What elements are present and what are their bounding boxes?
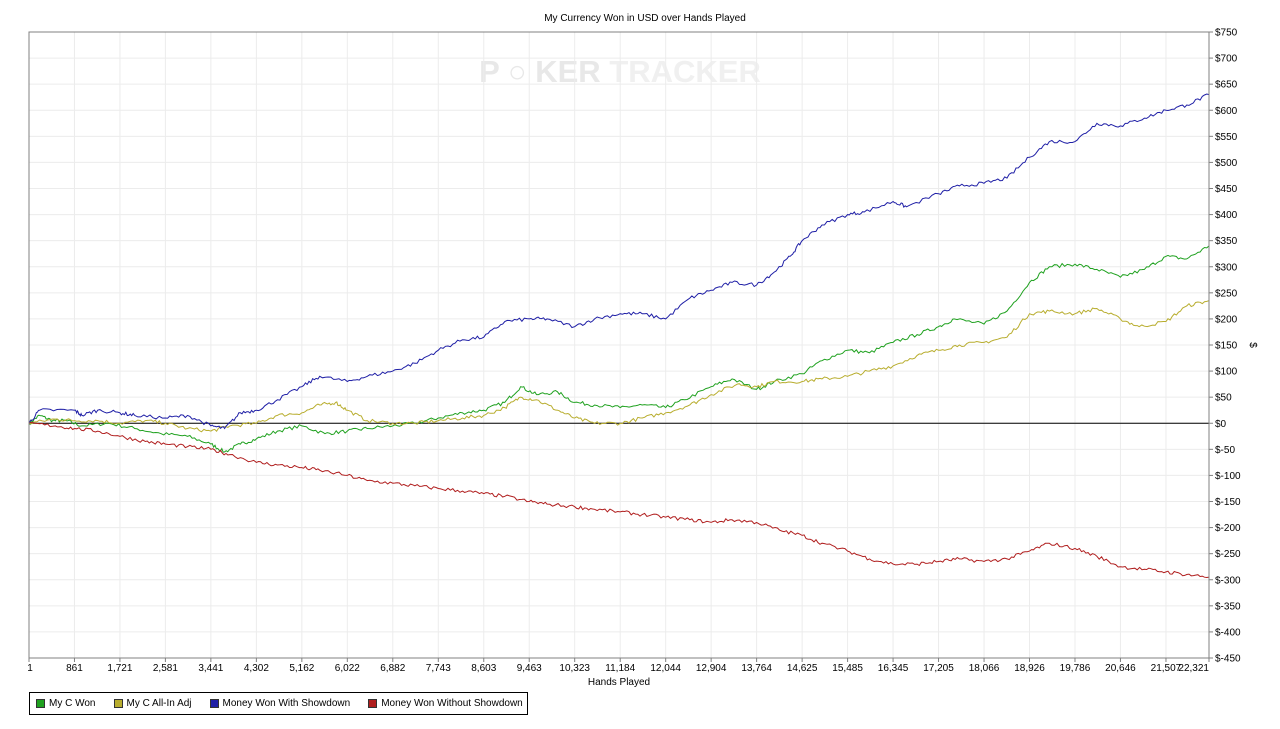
x-tick-label: 10,323: [559, 663, 590, 674]
y-tick-label: $100: [1215, 367, 1238, 378]
legend-label: Money Won With Showdown: [222, 698, 351, 709]
watermark-tracker: TRACKER: [609, 54, 761, 89]
y-tick-label: $50: [1215, 393, 1232, 404]
y-tick-label: $700: [1215, 54, 1238, 65]
y-tick-label: $600: [1215, 106, 1238, 117]
y-tick-label: $-150: [1215, 497, 1241, 508]
x-tick-label: 7,743: [426, 663, 451, 674]
x-tick-label: 1,721: [107, 663, 132, 674]
x-tick-label: 19,786: [1060, 663, 1091, 674]
y-tick-label: $500: [1215, 158, 1238, 169]
y-tick-label: $300: [1215, 262, 1238, 273]
x-tick-label: 14,625: [787, 663, 818, 674]
series-line-1: [28, 245, 1210, 453]
legend-swatch: [368, 699, 378, 708]
x-tick-label: 22,321: [1178, 663, 1209, 674]
x-tick-label: 15,485: [832, 663, 863, 674]
y-tick-label: $200: [1215, 314, 1238, 325]
y-tick-label: $350: [1215, 236, 1238, 247]
y-tick-label: $-400: [1215, 627, 1241, 638]
y-tick-label: $650: [1215, 80, 1238, 91]
y-tick-label: $150: [1215, 341, 1238, 352]
y-tick-label: $-350: [1215, 601, 1241, 612]
legend-swatch: [113, 699, 123, 708]
legend-label: My C All-In Adj: [126, 698, 192, 709]
series-line-4: [28, 421, 1210, 579]
y-axis-ticks: $750 $700 $650 $600 $550 $500 $450 $400 $350 $300…: [1209, 28, 1241, 665]
legend-item-3: Money Won With Showdown: [209, 698, 351, 709]
x-tick-label: 6,022: [335, 663, 360, 674]
x-tick-label: 1: [27, 663, 33, 674]
x-tick-label: 2,581: [153, 663, 178, 674]
y-axis-label: $: [1247, 342, 1258, 348]
legend-item-2: My C All-In Adj: [113, 698, 192, 709]
x-tick-label: 8,603: [471, 663, 496, 674]
y-tick-label: $450: [1215, 184, 1238, 195]
watermark-text: P ○ KER TRACKER: [479, 54, 761, 89]
x-axis-ticks: 1 861 1,721 2,581 3,441 4,302 5,162 6,022 6,882 7…: [27, 658, 1210, 674]
series-line-3: [28, 93, 1210, 430]
legend-label: My C Won: [49, 698, 96, 709]
series-lines: [28, 93, 1210, 579]
y-tick-label: $-200: [1215, 523, 1241, 534]
y-tick-label: $0: [1215, 419, 1227, 430]
x-tick-label: 861: [66, 663, 83, 674]
legend-swatch: [36, 699, 45, 708]
x-tick-label: 18,926: [1014, 663, 1045, 674]
x-tick-label: 5,162: [289, 663, 314, 674]
legend-swatch: [209, 699, 219, 708]
x-tick-label: 4,302: [244, 663, 269, 674]
y-tick-label: $750: [1215, 28, 1238, 39]
x-tick-label: 18,066: [969, 663, 1000, 674]
x-tick-label: 3,441: [198, 663, 223, 674]
x-tick-label: 20,646: [1105, 663, 1136, 674]
x-tick-label: 16,345: [878, 663, 909, 674]
watermark-chip: ○: [508, 54, 527, 89]
y-tick-label: $-100: [1215, 471, 1241, 482]
y-tick-label: $250: [1215, 288, 1238, 299]
series-line-2: [28, 300, 1210, 433]
grid: [28, 31, 1210, 659]
x-axis-label: Hands Played: [588, 677, 650, 688]
legend-label: Money Won Without Showdown: [381, 698, 523, 709]
x-tick-label: 12,904: [696, 663, 727, 674]
y-tick-label: $-450: [1215, 654, 1241, 665]
y-tick-label: $-50: [1215, 445, 1235, 456]
watermark-ker: KER: [535, 54, 600, 89]
y-tick-label: $-250: [1215, 549, 1241, 560]
x-tick-label: 6,882: [380, 663, 405, 674]
legend-item-1: My C Won: [36, 698, 96, 709]
y-tick-label: $550: [1215, 132, 1238, 143]
x-tick-label: 11,184: [605, 663, 635, 674]
x-tick-label: 12,044: [650, 663, 681, 674]
y-tick-label: $-300: [1215, 575, 1241, 586]
x-tick-label: 9,463: [517, 663, 542, 674]
x-tick-label: 17,205: [923, 663, 954, 674]
x-tick-label: 13,764: [741, 663, 772, 674]
chart-title: My Currency Won in USD over Hands Played: [544, 13, 746, 24]
y-tick-label: $400: [1215, 210, 1238, 221]
legend: My C Won My C All-In Adj Money Won With Sh…: [29, 692, 528, 715]
watermark: P ○ KER TRACKER: [479, 54, 761, 89]
legend-item-4: Money Won Without Showdown: [368, 698, 523, 709]
x-tick-label: 21,507: [1151, 663, 1182, 674]
